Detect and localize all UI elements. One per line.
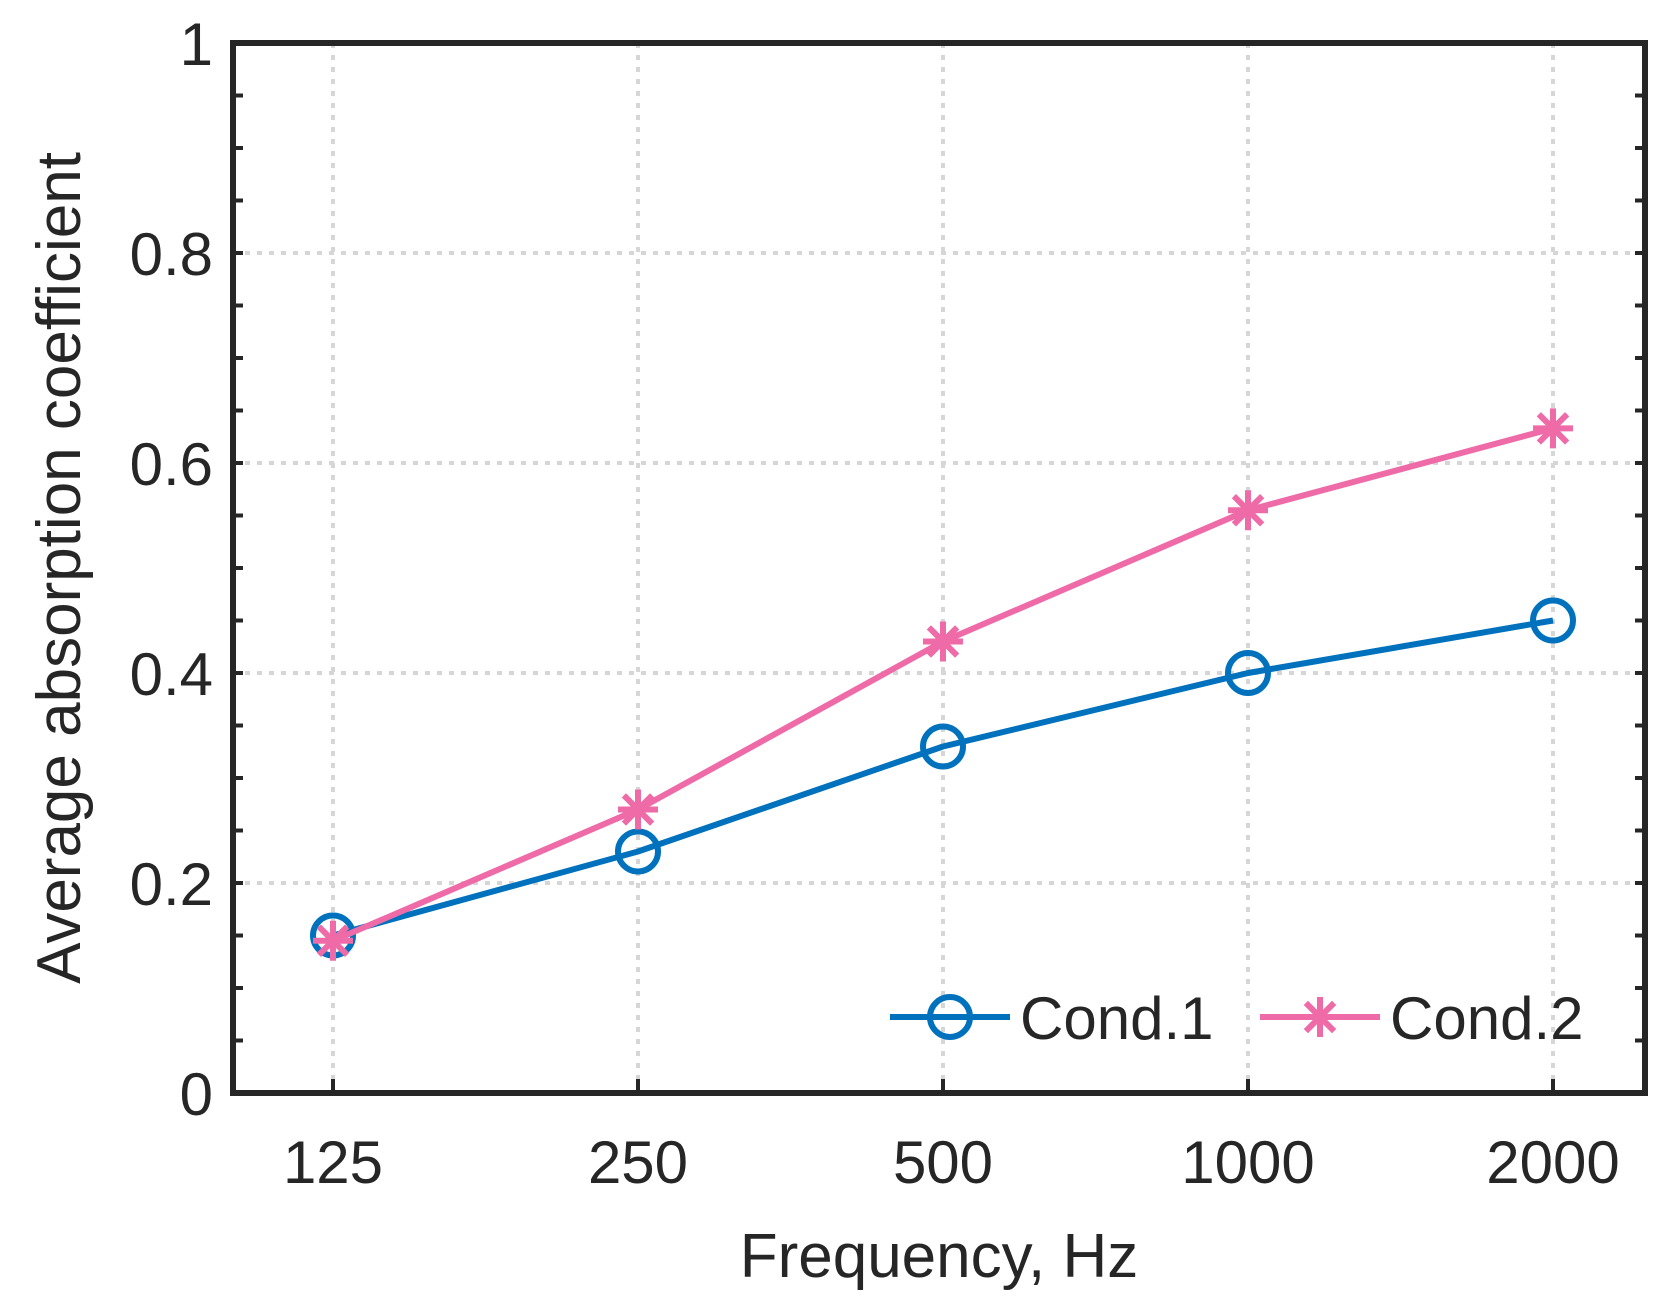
x-tick-label: 500 (893, 1129, 993, 1196)
data-point (615, 828, 661, 875)
series-line (332, 617, 1554, 939)
x-tick-label: 1000 (1181, 1129, 1314, 1196)
data-point (313, 920, 353, 961)
x-tick-label: 125 (283, 1129, 383, 1196)
data-point (1530, 597, 1576, 644)
y-tick-label: 0.8 (130, 221, 213, 288)
data-point (920, 723, 966, 770)
series-2 (313, 408, 1573, 961)
x-tick-label: 250 (588, 1129, 688, 1196)
data-point (618, 789, 658, 830)
data-point (923, 621, 963, 662)
marker-stroke (926, 625, 960, 658)
y-axis-ticks (233, 41, 1645, 1095)
y-tick-label: 1 (180, 11, 213, 78)
marker-stroke (1536, 412, 1570, 445)
y-tick-label: 0.4 (130, 641, 213, 708)
marker-stroke (621, 793, 655, 826)
series (310, 408, 1576, 961)
marker-stroke (316, 924, 350, 958)
legend-marker (1300, 997, 1340, 1037)
legend: Cond.1 Cond.2 (890, 985, 1583, 1052)
y-tick-label: 0.6 (130, 431, 213, 498)
data-point (1533, 408, 1573, 449)
legend-label: Cond.2 (1390, 985, 1583, 1052)
data-point (1228, 490, 1268, 531)
x-axis-label: Frequency, Hz (740, 1222, 1139, 1291)
y-tick-label: 0.2 (130, 851, 213, 918)
marker-stroke (1303, 1000, 1337, 1034)
legend-label: Cond.1 (1020, 985, 1213, 1052)
legend-marker (927, 994, 973, 1040)
grid (233, 41, 1645, 1095)
legend-item-2: Cond.2 (1260, 985, 1583, 1052)
plot-frame (230, 40, 1648, 1096)
data-point (1225, 650, 1271, 696)
x-tick-label: 2000 (1486, 1129, 1619, 1196)
x-tick-labels: 125 250 500 1000 2000 (283, 1129, 1620, 1196)
y-tick-labels: 0 0.2 0.4 0.6 0.8 1 (130, 11, 213, 1128)
legend-item-1: Cond.1 (890, 985, 1213, 1052)
series-1 (310, 597, 1576, 959)
y-axis-label: Average absorption coefficient (25, 152, 94, 984)
y-tick-label: 0 (180, 1061, 213, 1128)
marker-stroke (1231, 493, 1265, 527)
